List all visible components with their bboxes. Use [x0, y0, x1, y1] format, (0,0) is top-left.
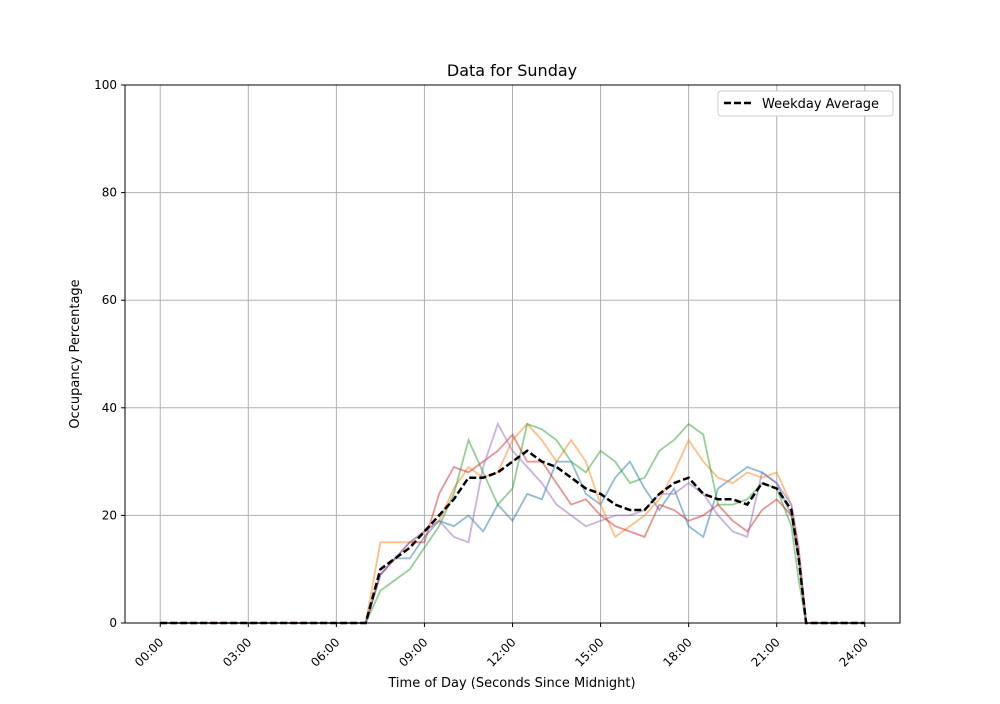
y-axis-label: Occupancy Percentage [68, 279, 83, 428]
series-line-4 [160, 433, 865, 624]
y-tick-label: 60 [102, 293, 117, 307]
series-line-weekday-average [160, 449, 865, 625]
series-line-5 [160, 421, 865, 624]
y-tick-label: 40 [102, 401, 117, 415]
x-tick-label: 03:00 [220, 635, 254, 669]
x-axis-label: Time of Day (Seconds Since Midnight) [387, 676, 635, 691]
x-tick-label: 09:00 [396, 635, 430, 669]
y-tick-label: 100 [94, 78, 117, 92]
y-tick-label: 0 [109, 616, 117, 630]
series-line-1 [160, 460, 865, 624]
x-tick-label: 06:00 [308, 635, 342, 669]
chart-title: Data for Sunday [447, 61, 577, 80]
x-tick-label: 21:00 [748, 635, 782, 669]
x-tick-label: 12:00 [484, 635, 518, 669]
legend-label-weekday-average: Weekday Average [762, 97, 879, 112]
x-tick-label: 24:00 [837, 635, 871, 669]
series-line-3 [160, 422, 865, 624]
legend-box [717, 90, 894, 117]
x-tick-label: 15:00 [572, 635, 606, 669]
x-tick-label: 18:00 [660, 635, 694, 669]
axis-ticks: 00:00 03:00 06:00 09:00 12:00 15:00 18:00 21:00… [94, 78, 871, 670]
y-tick-label: 20 [102, 508, 117, 522]
x-tick-label: 00:00 [132, 635, 166, 669]
y-tick-label: 80 [102, 186, 117, 200]
legend: Weekday Average [717, 90, 894, 117]
series-lines [160, 421, 865, 625]
grid [125, 84, 900, 624]
